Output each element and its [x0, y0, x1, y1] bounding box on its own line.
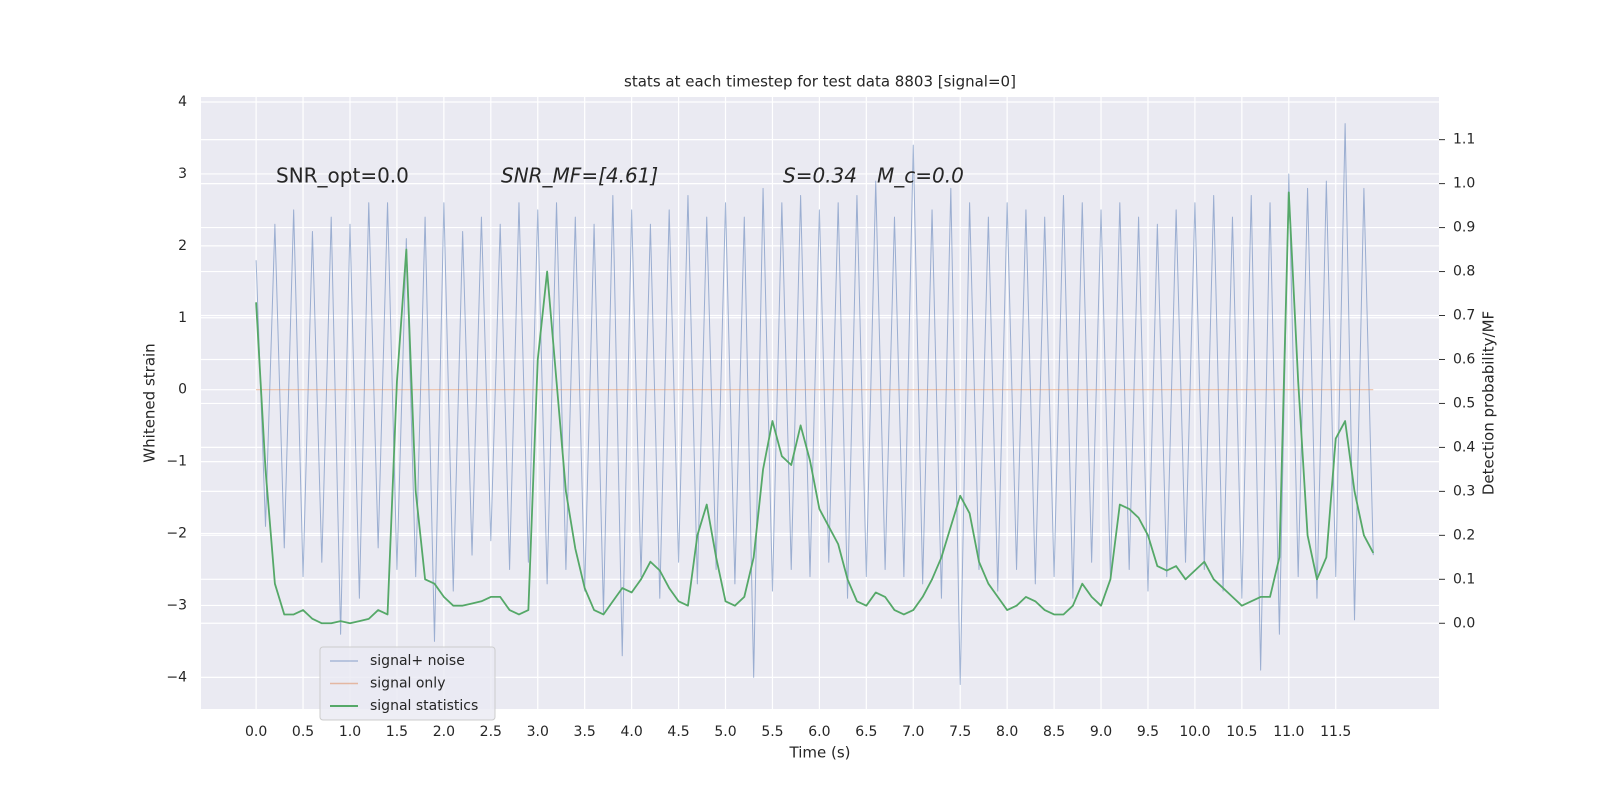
series-line — [255, 123, 1374, 686]
x-tick-label: 5.5 — [761, 724, 783, 740]
annotation: SNR_opt=0.0 — [276, 164, 409, 188]
x-tick-label: 2.0 — [433, 724, 455, 740]
legend-label: signal only — [370, 676, 445, 692]
x-tick-label: 4.5 — [667, 724, 689, 740]
y2-tick-label: 0.9 — [1453, 220, 1475, 236]
x-tick-label: 7.5 — [949, 724, 971, 740]
x-tick-label: 0.0 — [245, 724, 267, 740]
y-tick-label: 2 — [178, 238, 187, 254]
x-tick-label: 10.0 — [1179, 724, 1210, 740]
y-tick-label: −3 — [166, 597, 187, 613]
y2-tick-label: 0.6 — [1453, 351, 1475, 367]
x-tick-label: 3.0 — [527, 724, 549, 740]
x-tick-label: 3.5 — [574, 724, 596, 740]
x-axis-label: Time (s) — [789, 744, 851, 762]
x-tick-label: 1.0 — [339, 724, 361, 740]
y2-tick-label: 0.3 — [1453, 483, 1475, 499]
legend-box — [319, 646, 496, 721]
x-tick-label: 6.0 — [808, 724, 830, 740]
x-tick-label: 4.0 — [620, 724, 642, 740]
y2-tick-label: 0.4 — [1453, 439, 1475, 455]
x-tick-label: 6.5 — [855, 724, 877, 740]
y-tick-label: 3 — [178, 166, 187, 182]
annotation: M_c=0.0 — [877, 164, 964, 188]
x-tick-label: 0.5 — [292, 724, 314, 740]
y2-tick-label: 1.1 — [1453, 132, 1475, 148]
y2-tick-label: 0.0 — [1453, 615, 1475, 631]
x-tick-label: 5.0 — [714, 724, 736, 740]
marks — [255, 123, 1375, 686]
y-tick-label: 4 — [178, 94, 187, 110]
x-tick-label: 7.0 — [902, 724, 924, 740]
y2-tick-label: 0.7 — [1453, 308, 1475, 324]
series-line — [255, 191, 1375, 625]
x-tick-label: 10.5 — [1226, 724, 1257, 740]
x-tick-label: 9.0 — [1090, 724, 1112, 740]
y2-tick-label: 0.2 — [1453, 527, 1475, 543]
y-tick-label: −2 — [166, 526, 187, 542]
y2-axis-label: Detection probability/MF — [1480, 311, 1498, 495]
y-tick-label: 0 — [178, 382, 187, 398]
y2-tick-label: 0.1 — [1453, 571, 1475, 587]
labels: 0.0 0.5 1.0 1.5 2.0 2.5 3.0 3.5 4.0 4.5 5.0 5.5 6.0 6… — [166, 94, 1475, 740]
x-tick-label: 8.5 — [1043, 724, 1065, 740]
x-tick-label: 11.0 — [1273, 724, 1304, 740]
x-tick-label: 2.5 — [480, 724, 502, 740]
x-tick-label: 9.5 — [1137, 724, 1159, 740]
legend-label: signal+ noise — [370, 653, 465, 669]
x-tick-label: 11.5 — [1320, 724, 1351, 740]
y2-tick-label: 0.5 — [1453, 395, 1475, 411]
y2-tick-label: 0.8 — [1453, 264, 1475, 280]
y2-tick-label: 1.0 — [1453, 176, 1475, 192]
legend: signal+ noise signal only signal statistic… — [319, 646, 496, 721]
y-tick-label: −1 — [166, 454, 187, 470]
annotation: SNR_MF=[4.61] — [501, 164, 658, 188]
legend-label: signal statistics — [370, 698, 478, 714]
y-tick-label: 1 — [178, 310, 187, 326]
x-tick-label: 1.5 — [386, 724, 408, 740]
grid — [201, 97, 1439, 709]
y-tick-label: −4 — [166, 669, 187, 685]
chart-title: stats at each timestep for test data 880… — [624, 73, 1016, 91]
x-tick-label: 8.0 — [996, 724, 1018, 740]
annotation: S=0.34 — [783, 164, 857, 188]
y-axis-label: Whitened strain — [141, 343, 159, 462]
